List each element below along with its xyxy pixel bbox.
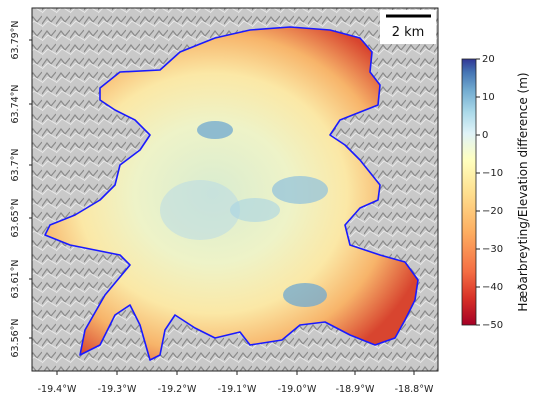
lon-tick-label: -19.1°W xyxy=(218,384,257,395)
lat-axis: 63.79°N 63.74°N 63.7°N 63.65°N 63.61°N 6… xyxy=(10,20,32,358)
lat-tick-label: 63.61°N xyxy=(10,259,21,298)
colorbar-tick-label: −50 xyxy=(482,320,503,331)
colorbar-tick-label: −10 xyxy=(482,168,503,179)
change-patch xyxy=(160,180,240,240)
colorbar: 20 10 0 −10 −20 −30 −40 −50 Hæðarbreytin… xyxy=(461,54,530,331)
lon-axis: -19.4°W -19.3°W -19.2°W -19.1°W -19.0°W … xyxy=(38,371,434,395)
lon-tick-label: -19.4°W xyxy=(38,384,77,395)
glacier-outline xyxy=(44,26,419,361)
colorbar-tick-label: −40 xyxy=(482,282,503,293)
map-panel xyxy=(31,7,439,372)
lat-tick-label: 63.56°N xyxy=(10,318,21,357)
scale-bar-label: 2 km xyxy=(392,25,425,40)
lat-tick-label: 63.79°N xyxy=(10,20,21,59)
scale-bar: 2 km xyxy=(380,10,436,44)
colorbar-tick-label: −30 xyxy=(482,244,503,255)
lat-tick-label: 63.74°N xyxy=(10,84,21,123)
change-patch xyxy=(272,176,328,204)
lat-tick-label: 63.65°N xyxy=(10,198,21,237)
lon-tick-label: -19.0°W xyxy=(278,384,317,395)
change-patch xyxy=(230,198,280,222)
lon-tick-label: -18.9°W xyxy=(336,384,375,395)
colorbar-gradient xyxy=(461,58,477,326)
change-patch xyxy=(197,121,233,139)
colorbar-tick-label: 0 xyxy=(482,130,488,141)
lon-tick-label: -19.3°W xyxy=(98,384,137,395)
lon-tick-label: -19.2°W xyxy=(158,384,197,395)
colorbar-tick-label: 20 xyxy=(482,54,495,65)
colorbar-ticks: 20 10 0 −10 −20 −30 −40 −50 xyxy=(476,54,503,331)
lat-tick-label: 63.7°N xyxy=(10,148,21,181)
colorbar-tick-label: −20 xyxy=(482,206,503,217)
change-patch xyxy=(283,283,327,307)
colorbar-title: Hæðarbreyting/Elevation difference (m) xyxy=(516,72,530,311)
colorbar-tick-label: 10 xyxy=(482,92,495,103)
map-frame xyxy=(31,7,439,372)
lon-tick-label: -18.8°W xyxy=(395,384,434,395)
